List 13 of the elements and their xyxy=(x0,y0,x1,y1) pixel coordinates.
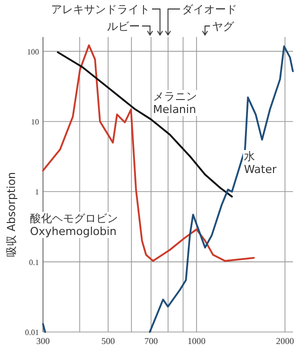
y-tick-label: 0.01 xyxy=(25,328,39,337)
y-tick-label: 0.1 xyxy=(29,258,39,267)
annotation: ルビー xyxy=(107,20,153,36)
x-tick-label: 2000 xyxy=(276,336,294,346)
x-tick-label: 500 xyxy=(101,336,116,346)
y-axis-title: 吸収 Absorption xyxy=(5,172,18,258)
x-tick-label: 1000 xyxy=(188,336,206,346)
y-tick-label: 1 xyxy=(35,188,39,197)
y-tick-label: 100 xyxy=(27,47,39,56)
annotation: ヤグ xyxy=(202,20,234,36)
y-tick-label: 10 xyxy=(31,117,39,126)
x-tick-label: 700 xyxy=(144,336,158,346)
x-tick-label: 300 xyxy=(36,336,50,346)
